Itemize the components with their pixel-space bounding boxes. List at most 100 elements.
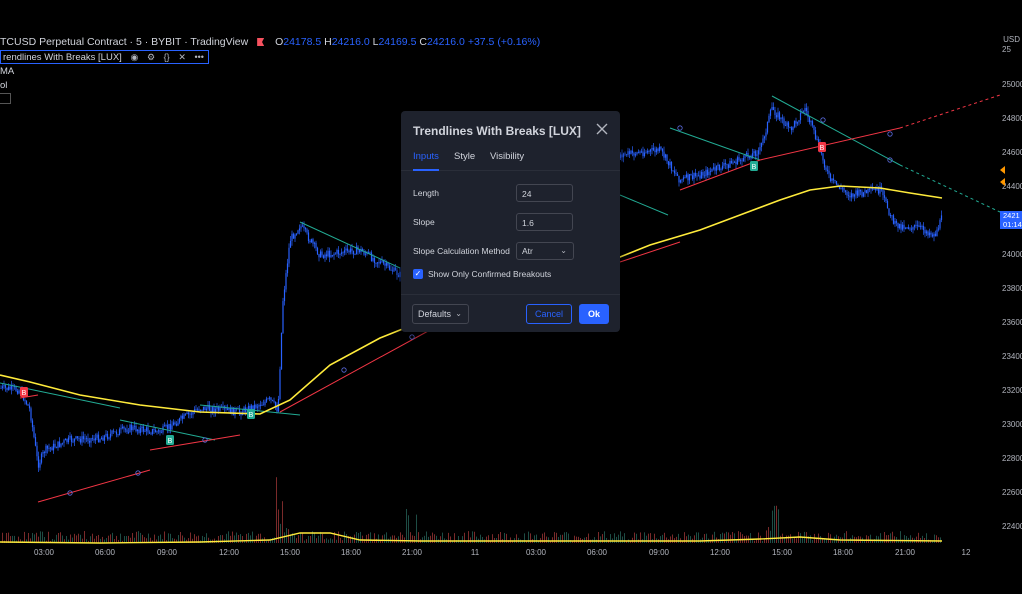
candle-body bbox=[931, 234, 934, 237]
candle-body bbox=[112, 430, 115, 432]
volume-bar bbox=[70, 534, 71, 543]
candle-body bbox=[718, 164, 721, 170]
candle-body bbox=[160, 432, 163, 434]
defaults-dropdown[interactable]: Defaults ⌄ bbox=[412, 304, 469, 324]
slope-input[interactable]: 1.6 bbox=[516, 213, 573, 231]
volume-bar bbox=[610, 534, 611, 543]
candle-body bbox=[810, 121, 812, 123]
candle-body bbox=[258, 404, 260, 407]
candle-body bbox=[169, 423, 172, 430]
candle-body bbox=[267, 398, 269, 400]
price-axis[interactable]: USD 250002480024600244002420024000238002… bbox=[998, 0, 1022, 594]
candle-body bbox=[769, 109, 772, 116]
trendline bbox=[771, 95, 901, 166]
confirmed-breakouts-checkbox[interactable]: ✓ bbox=[413, 269, 423, 279]
candle-body bbox=[331, 255, 334, 256]
length-input[interactable]: 24 bbox=[516, 184, 573, 202]
candle-body bbox=[39, 462, 41, 468]
volume-bar bbox=[218, 536, 219, 543]
volume-bar bbox=[598, 532, 599, 543]
volume-bar bbox=[482, 536, 483, 543]
volume-bar bbox=[346, 534, 347, 543]
volume-bar bbox=[84, 531, 85, 543]
volume-bar bbox=[186, 539, 187, 543]
volume-bar bbox=[454, 533, 455, 543]
candle-body bbox=[637, 152, 640, 154]
volume-bar bbox=[380, 540, 381, 543]
eye-icon[interactable]: ◉ bbox=[130, 52, 139, 62]
volume-bar bbox=[552, 537, 553, 543]
candle-body bbox=[679, 180, 682, 183]
candle-body bbox=[808, 117, 811, 123]
candle-body bbox=[631, 150, 634, 153]
flag-icon[interactable] bbox=[257, 38, 265, 46]
volume-bar bbox=[558, 536, 559, 543]
candle-body bbox=[712, 167, 715, 169]
candle-body bbox=[90, 438, 92, 443]
indicator-name[interactable]: rendlines With Breaks [LUX] bbox=[3, 52, 122, 63]
volume-bar bbox=[910, 535, 911, 543]
candle-body bbox=[829, 173, 832, 181]
collapse-legend-button[interactable] bbox=[0, 93, 11, 104]
candle-body bbox=[271, 399, 274, 401]
volume-bar bbox=[544, 532, 545, 543]
trendline bbox=[759, 127, 901, 161]
candle-body bbox=[645, 152, 647, 154]
settings-icon[interactable]: ⚙ bbox=[146, 52, 156, 62]
volume-bar bbox=[268, 540, 269, 543]
candle-body bbox=[754, 151, 757, 156]
volume-bar bbox=[166, 540, 167, 543]
volume-bar bbox=[764, 539, 765, 543]
volume-bar bbox=[436, 535, 437, 543]
slope-method-select[interactable]: Atr ⌄ bbox=[516, 242, 574, 260]
more-icon[interactable]: ••• bbox=[194, 52, 204, 62]
volume-bar bbox=[440, 536, 441, 543]
tab-visibility[interactable]: Visibility bbox=[490, 151, 525, 162]
volume-bar bbox=[214, 538, 215, 543]
candle-body bbox=[61, 442, 64, 444]
indicator-legend-volume[interactable]: ol bbox=[0, 80, 8, 91]
candle-body bbox=[732, 162, 734, 164]
ok-button[interactable]: Ok bbox=[579, 304, 609, 324]
volume-bar bbox=[68, 539, 69, 543]
indicator-legend-trendlines[interactable]: rendlines With Breaks [LUX] ◉ ⚙ {} ✕ ••• bbox=[0, 50, 209, 64]
close-icon[interactable] bbox=[596, 123, 608, 135]
cancel-button[interactable]: Cancel bbox=[526, 304, 572, 324]
candle-body bbox=[382, 260, 385, 264]
volume-bar bbox=[284, 532, 285, 543]
candle-body bbox=[13, 386, 16, 388]
trendline bbox=[899, 164, 1001, 213]
volume-bar bbox=[158, 535, 159, 543]
volume-bar bbox=[202, 535, 203, 543]
candle-body bbox=[108, 437, 110, 439]
volume-bar bbox=[42, 531, 43, 543]
volume-bar bbox=[176, 539, 177, 543]
volume-bar bbox=[18, 536, 19, 543]
tab-inputs[interactable]: Inputs bbox=[413, 151, 439, 171]
currency-label[interactable]: USD bbox=[1003, 35, 1020, 44]
source-code-icon[interactable]: {} bbox=[163, 52, 170, 62]
candle-body bbox=[157, 430, 160, 432]
volume-bar bbox=[392, 535, 393, 543]
close-icon[interactable]: ✕ bbox=[178, 52, 186, 62]
candle-body bbox=[273, 400, 275, 402]
candle-body bbox=[865, 190, 868, 194]
candle-body bbox=[841, 187, 844, 189]
volume-bar bbox=[44, 537, 45, 543]
candle-body bbox=[141, 426, 143, 429]
candle-body bbox=[655, 148, 658, 153]
trendline bbox=[619, 241, 681, 263]
tab-style[interactable]: Style bbox=[454, 151, 476, 162]
pivot-point bbox=[135, 470, 141, 476]
volume-bar bbox=[178, 535, 179, 543]
candle-body bbox=[132, 426, 134, 430]
confirmed-breakouts-label[interactable]: Show Only Confirmed Breakouts bbox=[428, 269, 552, 279]
volume-bar bbox=[414, 535, 415, 543]
candle-body bbox=[199, 409, 202, 411]
volume-bar bbox=[566, 532, 567, 543]
candle-body bbox=[739, 160, 742, 162]
indicator-legend-ma[interactable]: MA bbox=[0, 66, 15, 77]
volume-bar bbox=[474, 531, 475, 543]
volume-bar bbox=[358, 532, 359, 543]
symbol-title[interactable]: TCUSD Perpetual Contract · 5 · BYBIT · T… bbox=[0, 36, 249, 48]
